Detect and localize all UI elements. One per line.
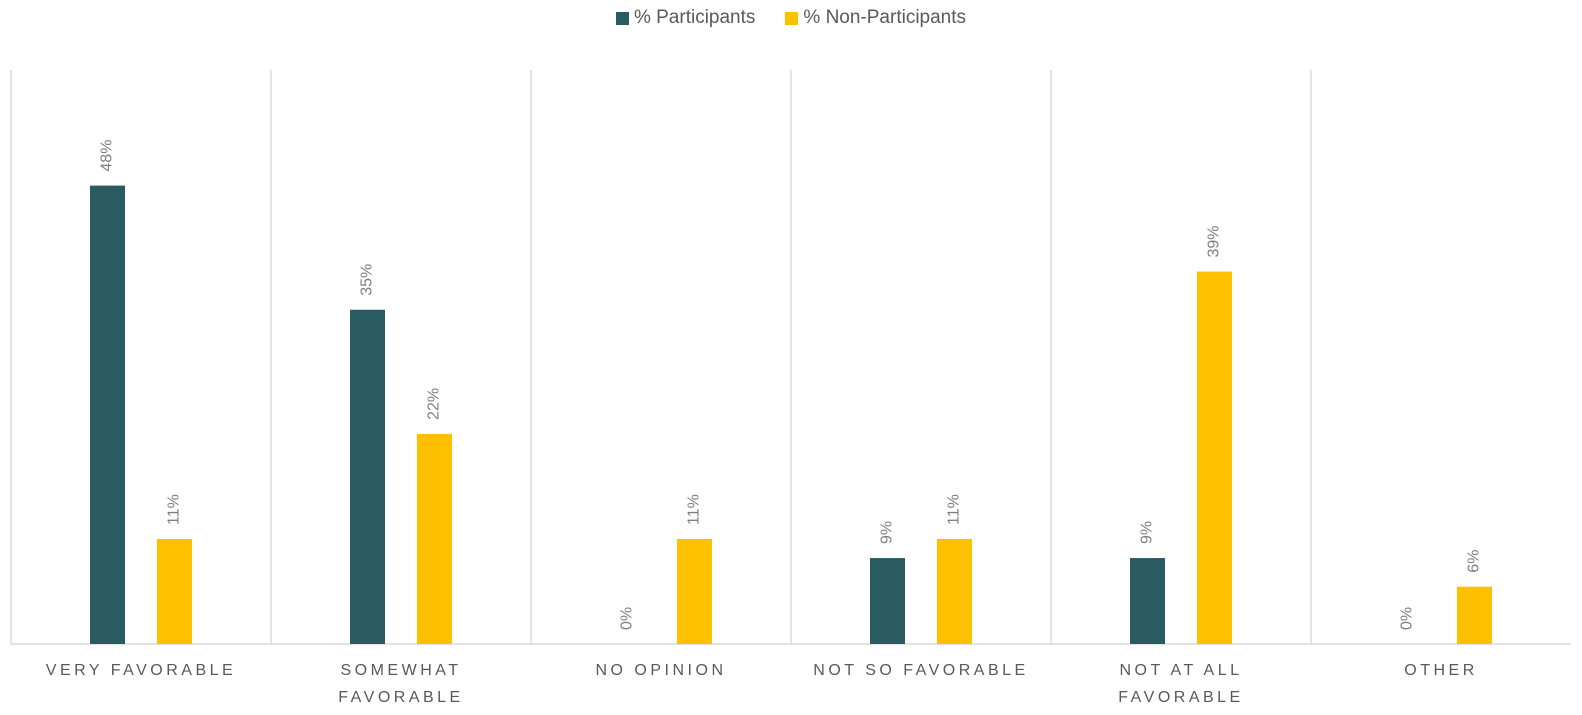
value-label: 11% <box>686 494 703 525</box>
legend-item: % Non-Participants <box>785 7 966 29</box>
x-tick-label: OTHER <box>1404 662 1478 679</box>
legend-item: % Participants <box>615 7 756 29</box>
value-label: 0% <box>619 607 636 630</box>
legend-swatch <box>785 11 799 25</box>
value-label: 9% <box>879 521 896 544</box>
bar <box>157 538 192 644</box>
value-label: 11% <box>166 494 183 525</box>
x-tick-label: NOT AT ALL FAVORABLE <box>1118 662 1244 706</box>
bar <box>90 185 125 644</box>
bar <box>937 538 972 644</box>
value-label: 9% <box>1139 521 1156 544</box>
legend-label: % Participants <box>633 7 756 28</box>
x-tick-label: NOT SO FAVORABLE <box>813 662 1029 679</box>
value-label: 0% <box>1399 607 1416 630</box>
value-label: 6% <box>1466 550 1483 573</box>
legend: % Participants % Non-Participants <box>0 7 1582 29</box>
x-tick-label: SOMEWHAT FAVORABLE <box>338 662 464 706</box>
value-label: 22% <box>426 388 443 420</box>
bar <box>1197 271 1232 644</box>
bar <box>870 558 905 644</box>
value-label: 35% <box>359 264 376 296</box>
bar <box>1457 586 1492 644</box>
bar <box>350 309 385 644</box>
legend-swatch <box>615 11 629 25</box>
value-label: 39% <box>1206 226 1223 258</box>
value-label: 48% <box>99 140 116 172</box>
value-label: 11% <box>946 494 963 525</box>
bar <box>1130 558 1165 644</box>
bar <box>677 538 712 644</box>
x-tick-label: NO OPINION <box>595 662 727 679</box>
legend-label: % Non-Participants <box>803 7 967 28</box>
bar <box>417 433 452 644</box>
x-tick-label: VERY FAVORABLE <box>45 662 237 679</box>
